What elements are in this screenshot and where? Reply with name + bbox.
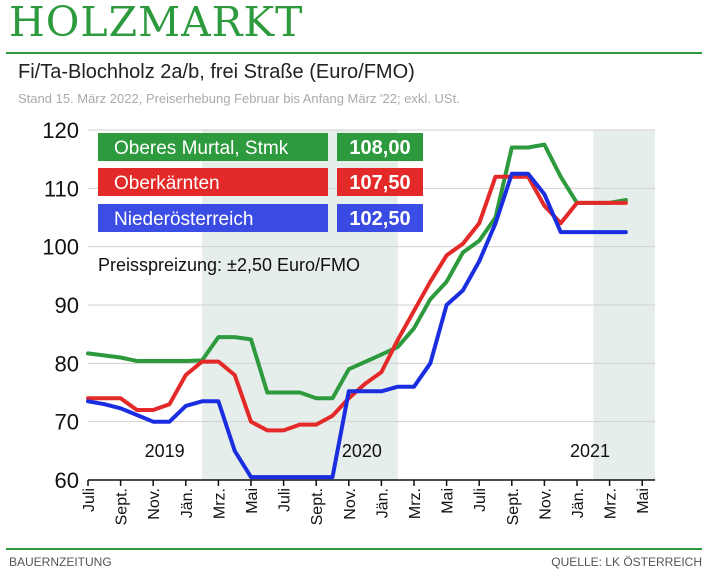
legend-value-box-0 <box>337 133 423 161</box>
x-tick-label-12: Juli <box>472 488 489 512</box>
top-rule <box>6 52 702 54</box>
chart-subtitle: Fi/Ta-Blochholz 2a/b, frei Straße (Euro/… <box>18 61 415 83</box>
x-tick-label-2: Nov. <box>146 488 163 520</box>
x-tick-label-4: Mrz. <box>211 488 228 519</box>
x-tick-label-9: Jän. <box>374 488 391 518</box>
legend-name-box-2 <box>98 204 328 232</box>
legend-name-2: Niederösterreich <box>114 209 253 230</box>
legend-name-1: Oberkärnten <box>114 173 220 194</box>
x-tick-label-14: Nov. <box>537 488 554 520</box>
legend-value-box-2 <box>337 204 423 232</box>
legend-name-0: Oberes Murtal, Stmk <box>114 138 289 159</box>
series-line-0 <box>86 142 628 401</box>
year-label-2019: 2019 <box>145 441 185 461</box>
legend-value-box-1 <box>337 168 423 196</box>
y-tick-label-110: 110 <box>44 176 79 201</box>
legend-name-box-0 <box>98 133 328 161</box>
series-line-2 <box>86 171 628 480</box>
x-tick-label-16: Mrz. <box>603 488 620 519</box>
x-tick-label-3: Jän. <box>179 488 196 518</box>
footer-publication: BAUERNZEITUNG <box>9 555 112 569</box>
legend-name-box-1 <box>98 168 328 196</box>
y-tick-label-120: 120 <box>42 118 79 143</box>
x-tick-label-13: Sept. <box>505 488 522 525</box>
legend-value-2: 102,50 <box>349 208 410 230</box>
year-label-2020: 2020 <box>342 441 382 461</box>
x-tick-label-15: Jän. <box>570 488 587 518</box>
y-tick-label-60: 60 <box>55 468 79 493</box>
spread-annotation: Preisspreizung: ±2,50 Euro/FMO <box>98 255 360 275</box>
x-tick-label-10: Mrz. <box>407 488 424 519</box>
chart-note: Stand 15. März 2022, Preiserhebung Febru… <box>18 91 460 106</box>
x-tick-label-7: Sept. <box>309 488 326 525</box>
brand-title: HOLZMARKT <box>9 0 304 46</box>
y-tick-label-100: 100 <box>42 235 79 260</box>
y-tick-label-90: 90 <box>55 293 79 318</box>
year-label-2021: 2021 <box>570 441 610 461</box>
x-tick-label-1: Sept. <box>114 488 131 525</box>
x-tick-label-5: Mai <box>244 488 261 514</box>
x-tick-label-11: Mai <box>440 488 457 514</box>
legend-value-0: 108,00 <box>349 137 410 159</box>
y-tick-label-80: 80 <box>55 351 79 376</box>
bottom-rule <box>6 548 702 550</box>
legend-value-1: 107,50 <box>349 172 410 194</box>
x-tick-label-6: Juli <box>277 488 294 512</box>
x-tick-label-8: Nov. <box>342 488 359 520</box>
y-tick-label-70: 70 <box>55 410 79 435</box>
x-tick-label-17: Mai <box>635 488 652 514</box>
footer-source: QUELLE: LK ÖSTERREICH <box>551 555 702 569</box>
x-tick-label-0: Juli <box>81 488 98 512</box>
